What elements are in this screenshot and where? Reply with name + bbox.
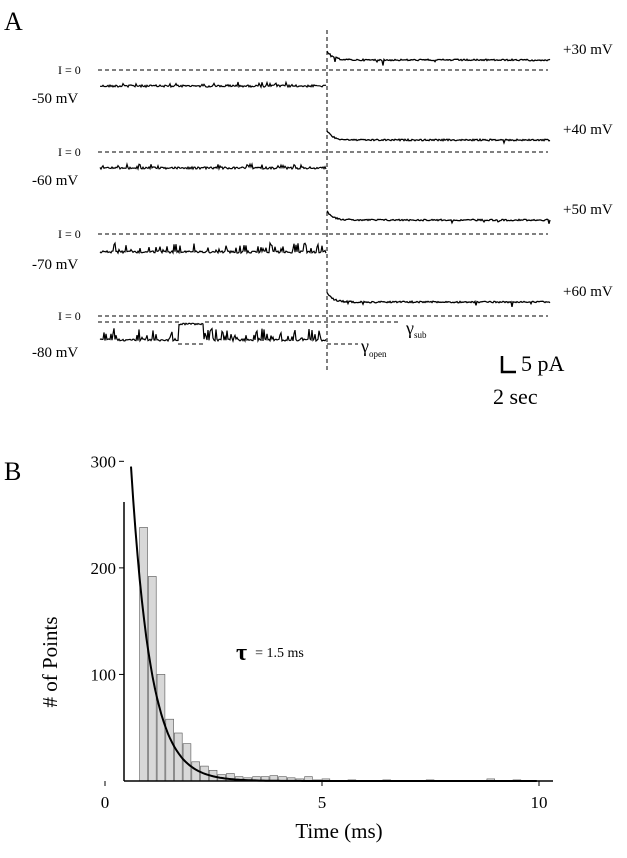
trace-left bbox=[100, 80, 327, 89]
histogram-bar bbox=[139, 527, 148, 782]
x-axis-title: Time (ms) bbox=[295, 819, 382, 843]
scale-bar: 5 pA 2 sec bbox=[493, 351, 565, 409]
y-tick-label: 200 bbox=[91, 559, 117, 578]
y-ticks: 100 200 300 bbox=[91, 452, 124, 684]
trace-left bbox=[99, 162, 327, 171]
zero-current-label: I = 0 bbox=[58, 63, 81, 77]
holding-voltage-label: -60 mV bbox=[32, 173, 78, 189]
panel-a-letter: A bbox=[4, 7, 23, 36]
x-ticks: 0 5 10 bbox=[101, 781, 548, 812]
zero-current-label: I = 0 bbox=[58, 227, 81, 241]
trace-right bbox=[326, 292, 551, 308]
histogram-bar bbox=[156, 674, 166, 782]
panel-b-letter: B bbox=[4, 457, 21, 486]
tau-annotation: τ = 1.5 ms bbox=[236, 640, 304, 666]
x-tick-label: 0 bbox=[101, 793, 110, 812]
gamma-sub-label: γsub bbox=[405, 318, 427, 340]
y-tick-label: 300 bbox=[91, 452, 117, 471]
y-tick-label: 100 bbox=[91, 665, 117, 684]
holding-voltage-label: -70 mV bbox=[32, 257, 78, 273]
holding-voltage-label: -80 mV bbox=[32, 345, 78, 361]
x-tick-label: 5 bbox=[318, 793, 327, 812]
step-voltage-label: +50 mV bbox=[563, 202, 613, 218]
scale-time-label: 2 sec bbox=[493, 384, 538, 409]
scale-current-label: 5 pA bbox=[521, 351, 565, 376]
exponential-fit-curve bbox=[130, 466, 537, 782]
trace-left bbox=[99, 322, 327, 344]
step-voltage-label: +40 mV bbox=[563, 122, 613, 138]
gamma-open-label: γopen bbox=[360, 336, 387, 359]
scale-bar-lines bbox=[500, 356, 516, 374]
step-voltage-label: +30 mV bbox=[563, 42, 613, 58]
trace-right bbox=[326, 130, 551, 145]
x-tick-label: 10 bbox=[531, 793, 548, 812]
zero-current-label: I = 0 bbox=[58, 145, 81, 159]
histogram-bars bbox=[139, 527, 522, 782]
trace-right bbox=[326, 210, 551, 225]
zero-current-label: I = 0 bbox=[58, 309, 81, 323]
holding-voltage-label: -50 mV bbox=[32, 91, 78, 107]
y-axis-title: # of Points bbox=[38, 616, 62, 707]
trace-right bbox=[326, 50, 551, 66]
histogram: 0 5 10 100 200 300 Time (ms) # of Points τ = … bbox=[38, 452, 553, 843]
step-voltage-label: +60 mV bbox=[563, 284, 613, 300]
trace-left bbox=[99, 241, 327, 255]
current-traces: I = 0 -50 mV +30 mV I = 0 -60 mV +40 mV I = 0 -… bbox=[32, 42, 613, 361]
